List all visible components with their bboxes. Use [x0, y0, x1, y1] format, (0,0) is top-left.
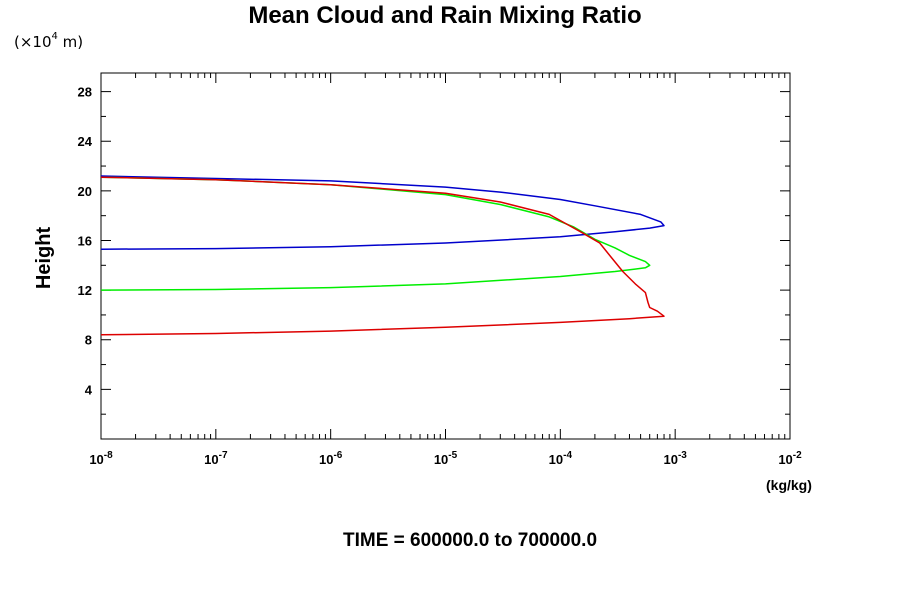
y-tick-label: 24 [78, 134, 93, 149]
x-tick-base: 10 [434, 452, 448, 467]
time-range-label: TIME = 600000.0 to 700000.0 [342, 530, 598, 551]
y-units-tail: m) [57, 33, 84, 51]
x-tick-exponent: -3 [678, 450, 687, 461]
y-tick-label: 28 [78, 85, 92, 100]
x-tick-label: 10-6 [319, 450, 343, 467]
plot-frame [100, 72, 791, 440]
x-tick-base: 10 [549, 452, 563, 467]
series-line-1 [100, 175, 665, 250]
x-tick-label: 10-3 [663, 450, 687, 467]
chart-title: Mean Cloud and Rain Mixing Ratio [248, 2, 642, 29]
x-tick-exponent: -7 [219, 450, 228, 461]
x-tick-base: 10 [778, 452, 792, 467]
x-tick-label: 10-2 [778, 450, 802, 467]
y-tick-label: 8 [85, 333, 92, 348]
series-line-2 [100, 176, 651, 291]
series-lines [100, 175, 665, 336]
y-units-base: (×10 [14, 33, 52, 51]
axis-ticks [100, 73, 791, 439]
series-line-3 [100, 176, 665, 336]
x-tick-exponent: -4 [563, 450, 572, 461]
x-tick-exponent: -5 [448, 450, 457, 461]
x-tick-label: 10-4 [549, 450, 573, 467]
y-tick-label: 4 [85, 382, 93, 397]
y-tick-label: 20 [78, 184, 92, 199]
y-tick-label: 12 [78, 283, 92, 298]
y-units-exponent: 4 [51, 31, 58, 42]
y-units-label: (×104 m) [14, 31, 84, 51]
x-tick-base: 10 [319, 452, 333, 467]
x-tick-base: 10 [89, 452, 103, 467]
y-axis-label: Height [33, 227, 55, 290]
x-tick-exponent: -2 [793, 450, 802, 461]
x-axis-units: (kg/kg) [766, 477, 812, 493]
y-tick-label: 16 [78, 233, 92, 248]
x-tick-label: 10-7 [204, 450, 228, 467]
x-tick-label: 10-8 [89, 450, 113, 467]
x-tick-exponent: -6 [333, 450, 342, 461]
x-tick-exponent: -8 [104, 450, 113, 461]
x-tick-label: 10-5 [434, 450, 458, 467]
x-tick-base: 10 [204, 452, 218, 467]
x-tick-base: 10 [663, 452, 677, 467]
